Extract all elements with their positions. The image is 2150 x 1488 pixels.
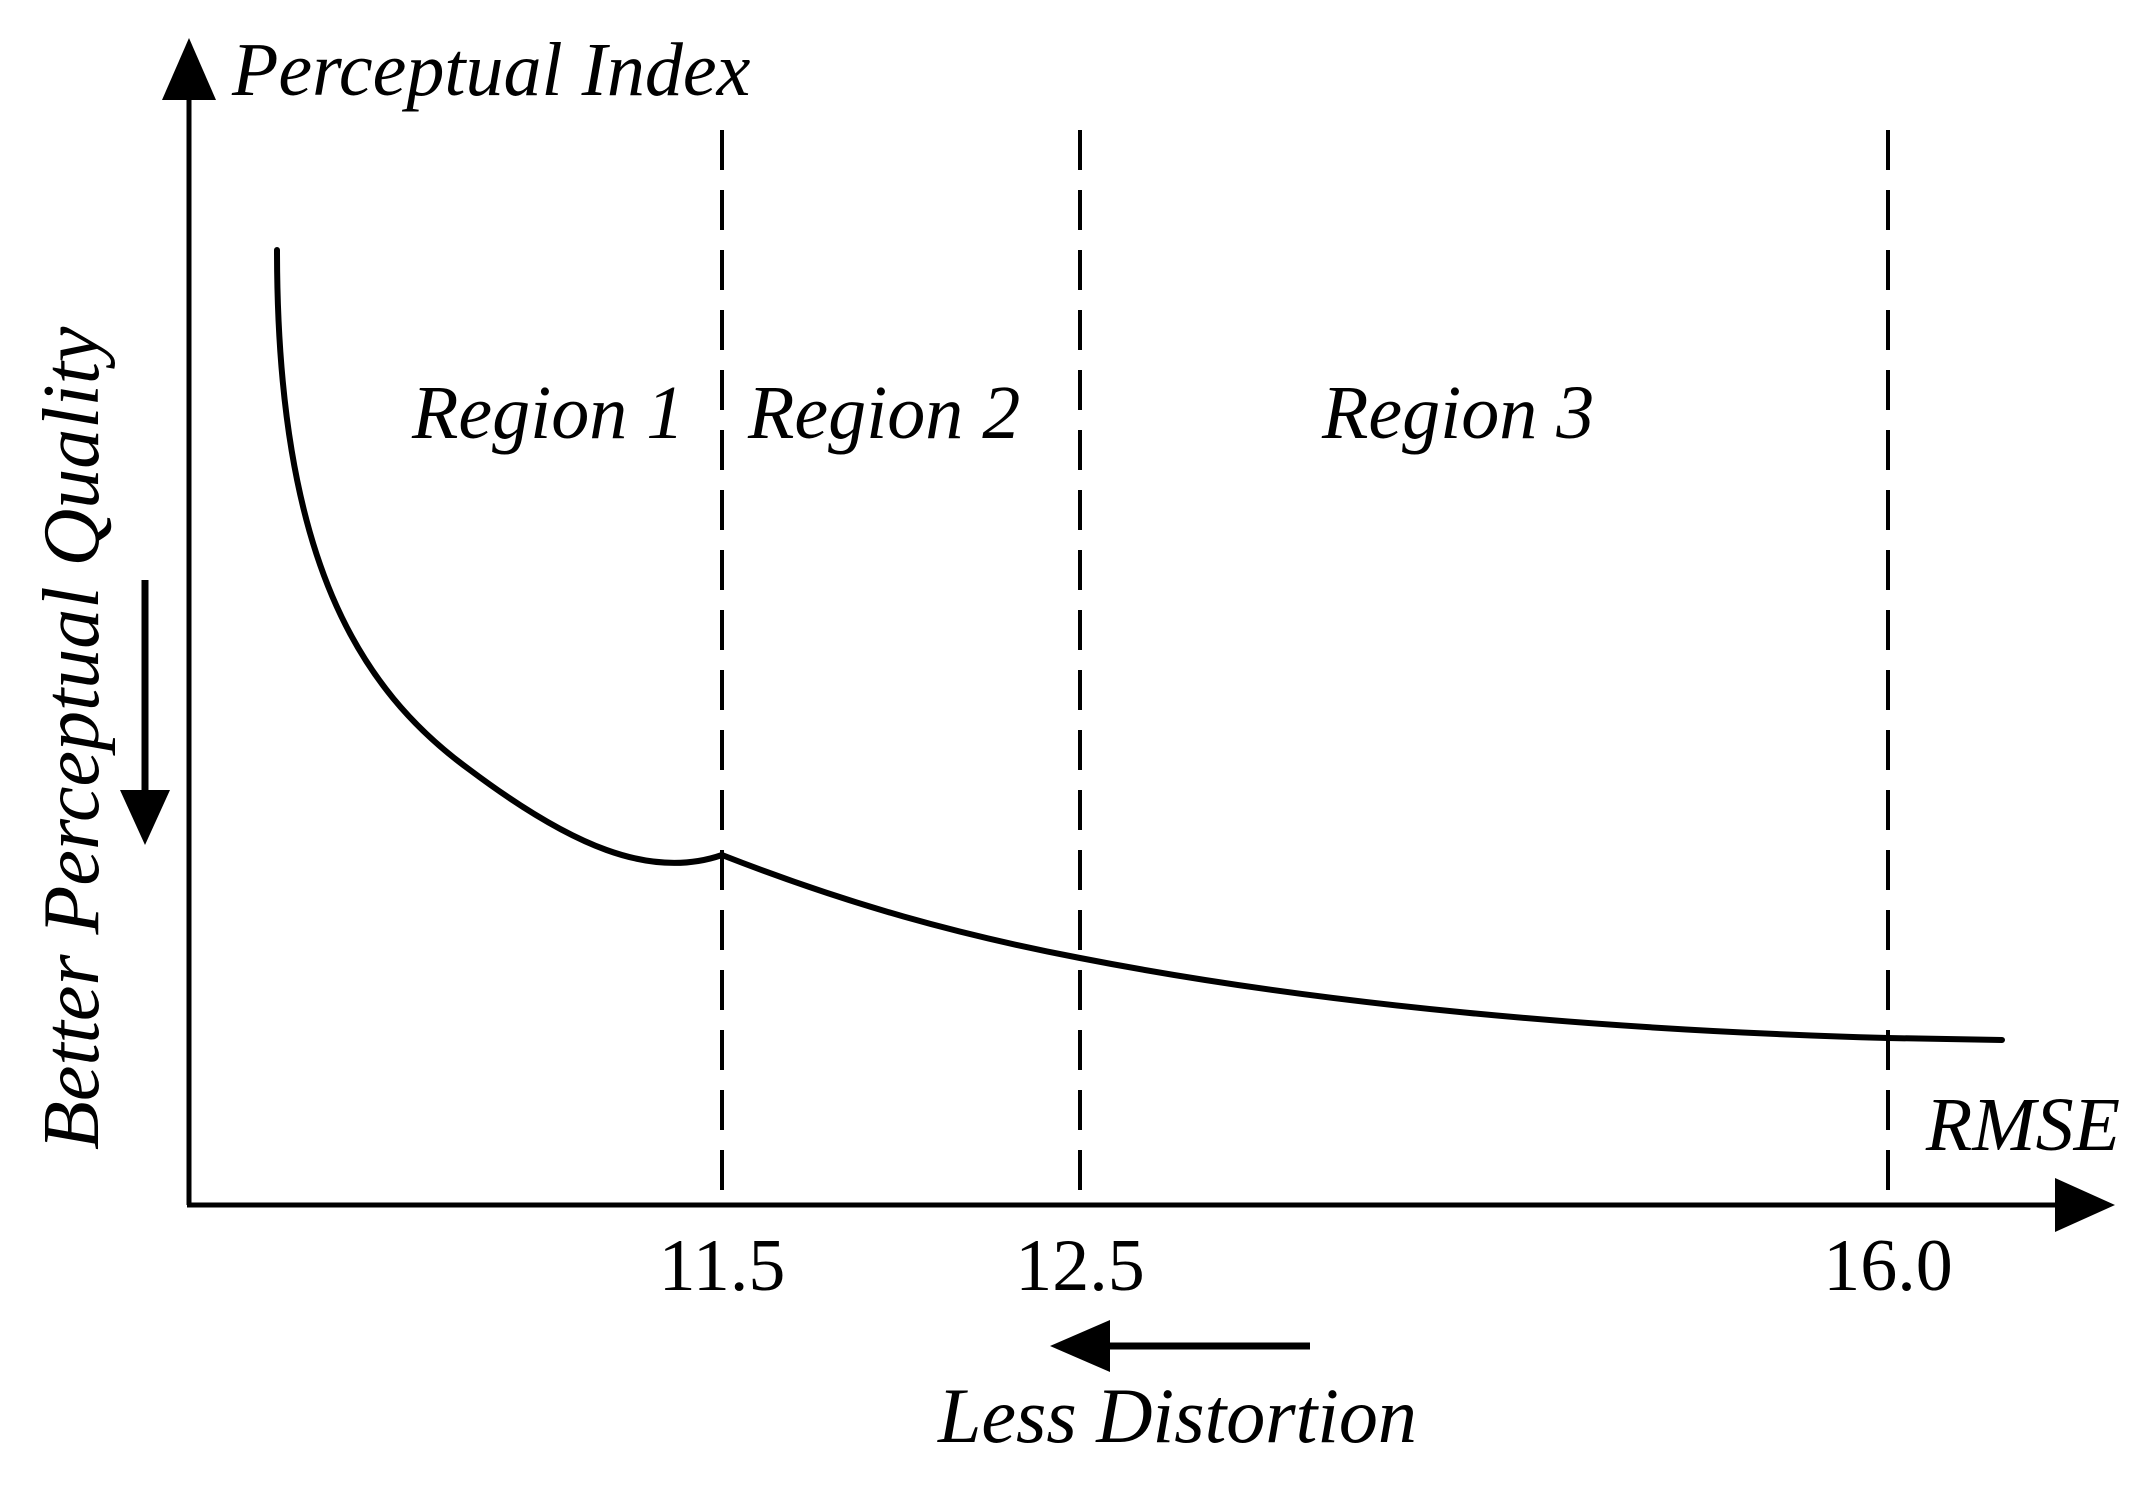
- threshold-label-2: 12.5: [1015, 1225, 1145, 1307]
- bottom-annotation-text: Less Distortion: [937, 1372, 1417, 1459]
- x-axis-label: RMSE: [1925, 1083, 2120, 1167]
- y-axis-arrowhead: [162, 38, 216, 100]
- threshold-label-3: 16.0: [1823, 1225, 1953, 1307]
- region-label-3: Region 3: [1321, 371, 1594, 455]
- region-label-2: Region 2: [747, 371, 1020, 455]
- y-axis-label: Perceptual Index: [231, 28, 751, 112]
- left-annotation-arrow-icon: [120, 790, 170, 845]
- left-annotation-text: Better Perceptual Quality: [28, 326, 116, 1150]
- tradeoff-curve: [274, 247, 2005, 1043]
- bottom-annotation-arrow-icon: [1050, 1320, 1110, 1372]
- region-label-1: Region 1: [411, 371, 684, 455]
- x-axis-arrowhead: [2055, 1178, 2115, 1232]
- threshold-label-1: 11.5: [659, 1225, 786, 1307]
